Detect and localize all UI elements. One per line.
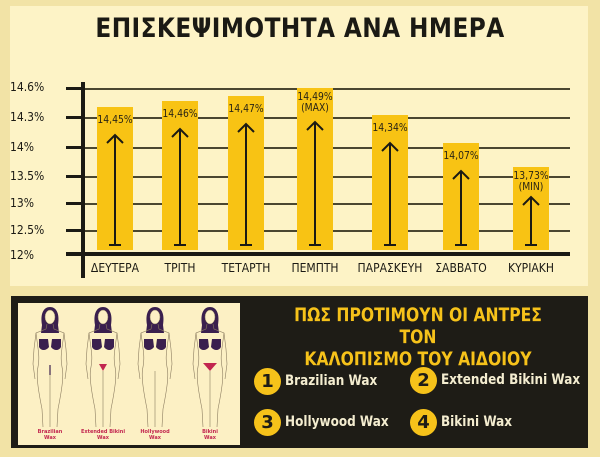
preference-label: Extended Bikini Wax <box>441 372 581 388</box>
preferences-title-line2: ΚΑΛΟΠΙΣΜΟ ΤΟΥ ΑΙΔΟΙΟΥ <box>304 348 532 370</box>
x-tick-label: ΚΥΡΙΑΚΗ <box>508 261 554 275</box>
y-axis <box>81 82 85 278</box>
up-arrow-icon <box>306 120 324 246</box>
bar-value-label: 14,45% <box>97 114 133 126</box>
bar-thursday: 14,49% (MAX) <box>297 88 333 250</box>
x-tick-label: ΤΡΙΤΗ <box>164 261 196 275</box>
rank-badge: 1 <box>254 367 281 395</box>
y-tick-label: 14.3% <box>10 110 45 124</box>
y-tick-mark <box>66 202 83 205</box>
bar-sunday: 13,73% (MIN) <box>513 167 549 250</box>
figure-label-line: Wax <box>44 435 56 441</box>
x-axis <box>66 252 570 256</box>
y-tick-label: 13% <box>10 196 35 210</box>
bar-value-label: 14,49% <box>297 91 333 103</box>
chart-title: ΕΠΙΣΚΕΨΙΜΟΤΗΤΑ ΑΝΑ ΗΜΕΡΑ <box>95 13 505 44</box>
bar-saturday: 14,07% <box>443 143 479 250</box>
bar-tuesday: 14,46% <box>162 101 198 250</box>
rank-badge: 4 <box>410 408 437 436</box>
bar-value-label: 13,73% <box>513 170 549 182</box>
y-tick-label: 14% <box>10 140 35 154</box>
preference-item-1: 1 Brazilian Wax <box>254 367 392 395</box>
x-tick-label: ΠΑΡΑΣΚΕΥΗ <box>357 261 423 275</box>
x-tick-label: ΠΕΜΠΤΗ <box>291 261 339 275</box>
figure-label-line: Bikini <box>202 429 218 435</box>
rank-badge: 2 <box>410 366 437 394</box>
figure-label-brazilian: Brazilian Wax <box>22 429 78 441</box>
bar-value-label: 14,47% <box>228 103 264 115</box>
preference-item-3: 3 Hollywood Wax <box>254 408 406 436</box>
bar-value-label: 14,07% <box>443 150 479 162</box>
up-arrow-icon <box>522 195 540 246</box>
preference-label: Hollywood Wax <box>285 414 389 430</box>
figure-label-bikini: Bikini Wax <box>182 429 238 441</box>
body-figures-icon <box>32 306 228 428</box>
figures-illustration: Brazilian Wax Extended Bikini Wax Hollyw… <box>18 303 240 445</box>
x-tick-label: ΣΑΒΒΑΤΟ <box>435 261 487 275</box>
y-tick-label: 14.6% <box>10 80 45 94</box>
bar-value-label: 14,46% <box>162 108 198 120</box>
figure-label-extended-bikini: Extended Bikini Wax <box>75 429 131 441</box>
bar-friday: 14,34% <box>372 115 408 250</box>
y-tick-mark <box>66 146 83 149</box>
y-tick-mark <box>66 87 83 90</box>
preferences-title: ΠΩΣ ΠΡΟΤΙΜΟΥΝ ΟΙ ΑΝΤΡΕΣ ΤΟΝ ΚΑΛΟΠΙΣΜΟ ΤΟ… <box>279 304 558 370</box>
y-tick-label: 12% <box>10 248 35 262</box>
preference-label: Bikini Wax <box>441 414 513 430</box>
y-tick-mark <box>66 229 83 232</box>
preference-label: Brazilian Wax <box>285 373 378 389</box>
y-tick-label: 12.5% <box>10 223 45 237</box>
x-tick-label: ΤΕΤΑΡΤΗ <box>221 261 271 275</box>
bar-value-label: 14,34% <box>372 122 408 134</box>
y-tick-mark <box>66 116 83 119</box>
figure-label-hollywood: Hollywood Wax <box>127 429 183 441</box>
figure-label-line: Extended Bikini <box>80 429 126 435</box>
figure-label-line: Hollywood <box>140 429 170 435</box>
bar-chart: 14.6% 14.3% 14% 13.5% 13% 12.5% 12% 14,4… <box>10 80 570 278</box>
up-arrow-icon <box>171 127 189 246</box>
bar-wednesday: 14,47% <box>228 96 264 250</box>
bar-monday: 14,45% <box>97 107 133 250</box>
preference-item-2: 2 Extended Bikini Wax <box>410 366 600 394</box>
x-tick-label: ΔΕΥΤΕΡΑ <box>90 261 140 275</box>
figure-label-line: Brazilian <box>37 429 63 435</box>
bar-max-note: (MAX) <box>301 102 329 114</box>
y-tick-label: 13.5% <box>10 169 45 183</box>
preference-item-4: 4 Bikini Wax <box>410 408 524 436</box>
up-arrow-icon <box>381 141 399 246</box>
up-arrow-icon <box>237 122 255 246</box>
y-tick-mark <box>66 175 83 178</box>
figure-label-line: Wax <box>149 435 161 441</box>
preferences-title-line1: ΠΩΣ ΠΡΟΤΙΜΟΥΝ ΟΙ ΑΝΤΡΕΣ ΤΟΝ <box>294 304 542 348</box>
rank-badge: 3 <box>254 408 281 436</box>
up-arrow-icon <box>452 169 470 246</box>
up-arrow-icon <box>106 133 124 246</box>
figure-label-line: Wax <box>97 435 109 441</box>
figure-label-line: Wax <box>204 435 216 441</box>
bar-min-note: (MIN) <box>518 181 544 193</box>
